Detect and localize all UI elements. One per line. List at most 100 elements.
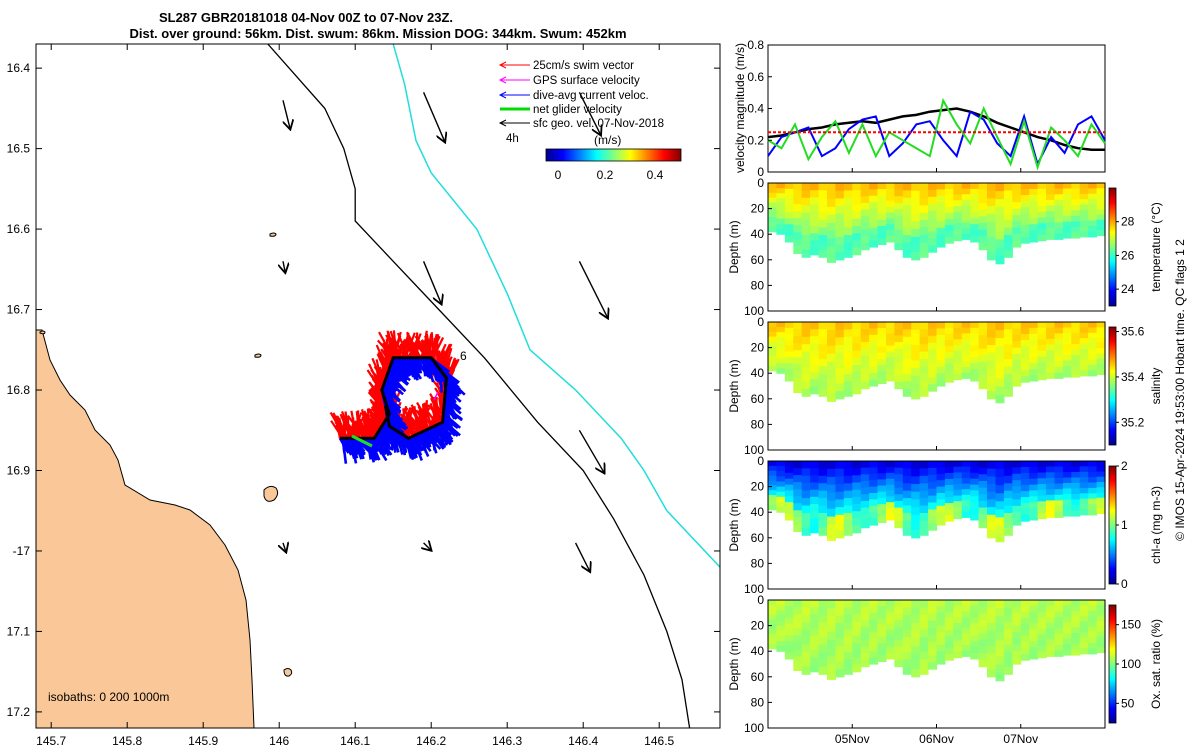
section-cell — [970, 461, 979, 468]
section-cell — [886, 189, 895, 196]
section-cell — [835, 322, 844, 330]
section-cell — [962, 628, 971, 634]
section-cell — [970, 340, 979, 347]
section-cell — [886, 490, 895, 497]
section-cell — [1038, 490, 1047, 496]
section-cell — [810, 518, 819, 526]
section-cell — [945, 600, 954, 607]
section-cell — [844, 205, 853, 213]
section-cell — [810, 665, 819, 673]
section-cell — [844, 190, 853, 198]
section-cell — [861, 660, 870, 667]
section-cell — [1080, 638, 1089, 644]
section-cell — [987, 608, 996, 616]
section-cell — [819, 374, 828, 382]
section-cell — [987, 337, 996, 345]
section-cell — [1097, 215, 1106, 221]
section-cell — [1021, 322, 1030, 329]
section-cell — [979, 210, 988, 217]
section-cell — [1088, 611, 1097, 617]
section-cell — [810, 490, 819, 498]
section-cell — [945, 219, 954, 226]
section-cell — [987, 376, 996, 384]
section-cell — [979, 362, 988, 369]
section-colorbar — [1109, 466, 1116, 584]
section-cell — [903, 506, 912, 514]
section-cell — [1063, 350, 1072, 356]
section-cell — [785, 635, 794, 642]
section-cell — [869, 373, 878, 380]
section-cell — [1004, 520, 1013, 528]
section-cell — [861, 633, 870, 640]
section-cell — [1080, 338, 1089, 344]
section-cell — [768, 481, 777, 487]
section-cell — [903, 205, 912, 213]
section-cell — [903, 344, 912, 352]
section-cell — [776, 358, 785, 364]
section-cell — [844, 344, 853, 352]
section-cell — [962, 234, 971, 240]
section-cell — [1063, 628, 1072, 634]
section-cell — [920, 329, 929, 337]
section-cell — [1046, 345, 1055, 351]
section-cell — [937, 341, 946, 348]
section-cell — [835, 530, 844, 538]
section-cell — [911, 469, 920, 477]
section-cell — [1097, 503, 1106, 509]
section-cell — [928, 225, 937, 233]
section-colorbar — [1109, 327, 1116, 445]
section-cell — [1055, 200, 1064, 206]
section-cell — [835, 206, 844, 214]
section-cell — [1071, 606, 1080, 612]
section-cell — [886, 473, 895, 480]
section-cell — [793, 197, 802, 205]
section-cell — [776, 343, 785, 349]
section-cell — [852, 629, 861, 637]
legend-label-gps: GPS surface velocity — [533, 75, 640, 87]
section-cell — [1055, 189, 1064, 195]
section-cell — [1046, 639, 1055, 645]
section-cell — [776, 353, 785, 359]
section-cell — [979, 468, 988, 475]
section-cell — [962, 350, 971, 356]
section-cell — [793, 503, 802, 511]
section-cell — [835, 654, 844, 662]
section-cell — [861, 494, 870, 501]
colorbar-tick-2: 0.4 — [647, 168, 664, 182]
section-cell — [768, 466, 777, 472]
section-cell — [1021, 491, 1030, 498]
section-cell — [844, 607, 853, 615]
section-cell — [1004, 242, 1013, 250]
section-cell — [996, 256, 1005, 265]
section-cell — [1097, 647, 1106, 653]
section-cell — [996, 526, 1005, 535]
section-cell — [1046, 222, 1055, 228]
section-cell — [1097, 194, 1106, 200]
section-cell — [1021, 497, 1030, 504]
section-cell — [928, 475, 937, 483]
section-cell — [1004, 359, 1013, 367]
depth-label: Depth (m) — [727, 220, 741, 273]
section-cell — [953, 461, 962, 467]
section-cell — [878, 612, 887, 619]
colorbar-tick-label: 1 — [1121, 518, 1128, 532]
section-cell — [996, 239, 1005, 248]
section-cell — [911, 669, 920, 677]
section-cell — [819, 506, 828, 514]
section-cell — [819, 183, 828, 191]
section-cell — [1029, 618, 1038, 625]
section-cell — [970, 195, 979, 202]
section-cell — [928, 648, 937, 656]
section-cell — [869, 209, 878, 216]
section-cell — [835, 191, 844, 199]
section-cell — [768, 505, 777, 511]
section-cell — [996, 199, 1005, 208]
section-cell — [945, 648, 954, 655]
section-cell — [844, 228, 853, 236]
section-cell — [1097, 364, 1106, 370]
section-cell — [894, 190, 903, 197]
section-cell — [1055, 194, 1064, 200]
section-cell — [827, 640, 836, 649]
section-cell — [1038, 334, 1047, 340]
section-cell — [785, 618, 794, 625]
